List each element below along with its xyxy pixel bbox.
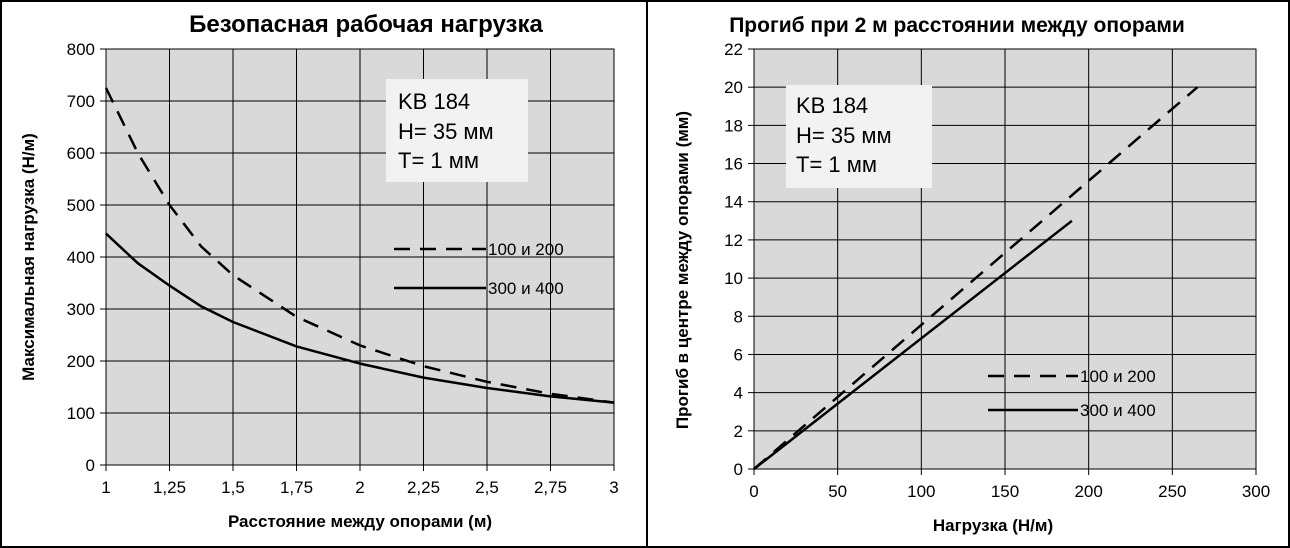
deflection-legend-label: 100 и 200 <box>1080 367 1156 386</box>
safe-load-x-tick-label: 1,75 <box>280 478 313 497</box>
safe-load-y-tick-label: 0 <box>86 456 95 475</box>
safe-load-x-tick-label: 1,25 <box>153 478 186 497</box>
deflection-x-tick-label: 300 <box>1242 482 1270 501</box>
safe-load-series-line <box>104 87 615 404</box>
safe-load-x-ticks: 1 1,25 1,5 1,75 2 2,25 2,5 2,75 3 <box>101 465 619 497</box>
safe-load-annotation-box <box>386 79 528 182</box>
deflection-y-tick-label: 12 <box>724 231 743 250</box>
deflection-y-tick-label: 22 <box>724 40 743 59</box>
safe-load-chart: Безопасная рабочая нагрузка 0 100 200 300 40… <box>19 11 619 531</box>
safe-load-legend-label: 300 и 400 <box>488 279 564 298</box>
deflection-chart: Прогиб при 2 м расстоянии между опорами … <box>673 14 1270 535</box>
deflection-x-tick-label: 250 <box>1158 482 1186 501</box>
deflection-x-tick-label: 150 <box>991 482 1019 501</box>
deflection-annotation-line: KB 184 <box>796 93 868 118</box>
safe-load-y-ticks: 0 100 200 300 400 500 600 700 800 <box>67 40 106 475</box>
deflection-legend-label: 300 и 400 <box>1080 401 1156 420</box>
safe-load-series-line <box>105 232 615 404</box>
deflection-y-axis-title: Прогиб в центре между опорами (мм) <box>673 111 692 429</box>
deflection-series-line <box>753 219 1073 470</box>
safe-load-series <box>104 87 615 404</box>
deflection-y-tick-label: 16 <box>724 155 743 174</box>
deflection-y-tick-label: 0 <box>734 460 743 479</box>
safe-load-y-tick-label: 700 <box>67 92 95 111</box>
deflection-annotation-line: T= 1 мм <box>796 152 877 177</box>
safe-load-x-tick-label: 1,5 <box>221 478 245 497</box>
safe-load-x-tick-label: 3 <box>609 478 618 497</box>
deflection-x-tick-label: 100 <box>907 482 935 501</box>
deflection-y-tick-label: 18 <box>724 116 743 135</box>
safe-load-legend: 100 и 200 300 и 400 <box>394 240 564 298</box>
deflection-x-tick-label: 0 <box>749 482 758 501</box>
safe-load-annotation-line: H= 35 мм <box>398 119 494 144</box>
deflection-y-tick-label: 8 <box>734 307 743 326</box>
deflection-series-line <box>753 86 1199 470</box>
deflection-y-tick-label: 14 <box>724 193 743 212</box>
deflection-x-axis-title: Нагрузка (Н/м) <box>933 516 1053 535</box>
safe-load-x-axis-title: Расстояние между опорами (м) <box>228 512 492 531</box>
safe-load-x-tick-label: 2,25 <box>407 478 440 497</box>
safe-load-y-tick-label: 200 <box>67 352 95 371</box>
safe-load-x-tick-label: 1 <box>101 478 110 497</box>
safe-load-x-tick-label: 2,5 <box>475 478 499 497</box>
safe-load-annotation: KB 184 H= 35 мм T= 1 мм <box>386 79 528 182</box>
deflection-annotation-line: H= 35 мм <box>796 123 892 148</box>
deflection-y-tick-label: 2 <box>734 422 743 441</box>
deflection-series <box>753 86 1199 470</box>
safe-load-y-tick-label: 500 <box>67 196 95 215</box>
safe-load-y-axis-title: Максимальная нагрузка (Н/м) <box>19 133 38 381</box>
safe-load-y-tick-label: 600 <box>67 144 95 163</box>
safe-load-y-tick-label: 400 <box>67 248 95 267</box>
deflection-y-tick-label: 20 <box>724 78 743 97</box>
deflection-y-tick-label: 6 <box>734 345 743 364</box>
deflection-annotation: KB 184 H= 35 мм T= 1 мм <box>786 85 932 188</box>
safe-load-y-tick-label: 300 <box>67 300 95 319</box>
deflection-legend: 100 и 200 300 и 400 <box>988 367 1156 420</box>
deflection-annotation-box <box>786 85 932 188</box>
deflection-y-tick-label: 4 <box>734 384 743 403</box>
deflection-x-ticks: 0 50 100 150 200 250 300 <box>749 469 1270 501</box>
deflection-chart-title: Прогиб при 2 м расстоянии между опорами <box>729 14 1185 37</box>
safe-load-y-tick-label: 100 <box>67 404 95 423</box>
deflection-x-tick-label: 50 <box>828 482 847 501</box>
deflection-y-ticks: 0 2 4 6 8 10 12 14 16 18 20 22 <box>724 40 754 479</box>
safe-load-y-tick-label: 800 <box>67 40 95 59</box>
safe-load-chart-title: Безопасная рабочая нагрузка <box>189 11 543 38</box>
safe-load-legend-label: 100 и 200 <box>488 240 564 259</box>
safe-load-x-tick-label: 2,75 <box>534 478 567 497</box>
deflection-x-tick-label: 200 <box>1074 482 1102 501</box>
safe-load-annotation-line: KB 184 <box>398 89 470 114</box>
safe-load-annotation-line: T= 1 мм <box>398 148 479 173</box>
safe-load-x-tick-label: 2 <box>355 478 364 497</box>
deflection-y-tick-label: 10 <box>724 269 743 288</box>
